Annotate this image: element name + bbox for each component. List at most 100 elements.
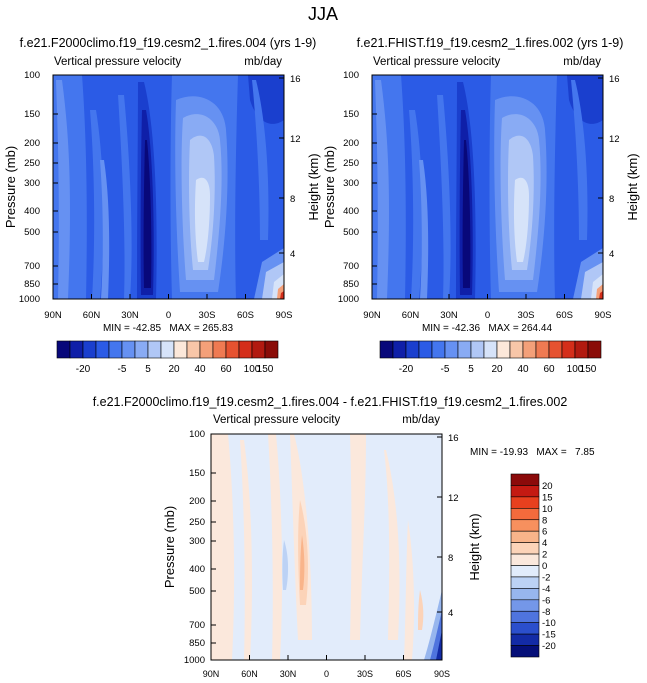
panel-1-subtitle-left: Vertical pressure velocity (54, 56, 181, 68)
panel-1-y-ticks: 100 150 200 250 300 400 500 700 850 1000 (19, 70, 58, 305)
panel-3-subtitle-left: Vertical pressure velocity (213, 414, 340, 426)
panel-1-title: f.e21.F2000climo.f19_f19.cesm2_1.fires.0… (20, 36, 317, 50)
y-tick-label: 150 (343, 109, 359, 120)
colorbar-swatch (510, 610, 540, 623)
colorbar-label: -8 (542, 607, 550, 618)
colorbar-swatch (510, 530, 540, 543)
colorbar-swatch (510, 485, 540, 498)
y-tick-label: 250 (343, 158, 359, 169)
colorbar-swatch (510, 473, 540, 486)
panel-3: f.e21.F2000climo.f19_f19.cesm2_1.fires.0… (93, 395, 595, 679)
colorbar-swatch (212, 340, 227, 359)
y-tick-label: 700 (343, 261, 359, 272)
colorbar-swatch (225, 340, 240, 359)
colorbar-swatch (108, 340, 123, 359)
colorbar-swatch (56, 340, 71, 359)
colorbar-label: 4 (542, 538, 547, 549)
x-tick-label: 30S (357, 669, 373, 679)
y-tick-label: 150 (189, 468, 205, 479)
colorbar-label: 60 (220, 364, 232, 375)
colorbar-swatch (496, 340, 511, 359)
colorbar-label: 40 (517, 364, 529, 375)
colorbar-label: 0 (542, 561, 547, 572)
y-tick-label: 300 (343, 178, 359, 189)
colorbar-label: -15 (542, 630, 556, 641)
figure-title: JJA (308, 4, 338, 24)
colorbar-swatch (510, 508, 540, 521)
colorbar-swatch (535, 340, 550, 359)
y-tick-label: 100 (189, 429, 205, 440)
y2-tick-label: 16 (290, 74, 301, 85)
colorbar-label: -4 (542, 584, 550, 595)
y-tick-label: 400 (343, 206, 359, 217)
colorbar-label: 20 (491, 364, 503, 375)
colorbar-swatch (82, 340, 97, 359)
colorbar-swatch (483, 340, 498, 359)
colorbar-swatch (509, 340, 524, 359)
colorbar-swatch (379, 340, 394, 359)
y-tick-label: 850 (343, 279, 359, 290)
colorbar-label: 40 (194, 364, 206, 375)
colorbar-label: 5 (468, 364, 474, 375)
y-tick-label: 250 (189, 517, 205, 528)
y-tick-label: 1000 (338, 294, 359, 305)
x-tick-label: 90S (595, 310, 612, 321)
colorbar-label: -2 (542, 572, 550, 583)
y-tick-label: 100 (24, 70, 40, 81)
y-tick-label: 850 (24, 279, 40, 290)
y-tick-label: 1000 (184, 655, 205, 666)
colorbar-swatch (574, 340, 589, 359)
y2-tick-label: 8 (290, 194, 295, 205)
colorbar-swatch (510, 622, 540, 635)
y2-tick-label: 12 (609, 134, 620, 145)
colorbar-label: 20 (168, 364, 180, 375)
y2-tick-label: 12 (448, 493, 459, 504)
panel-1-y-axis-label: Pressure (mb) (3, 146, 18, 228)
colorbar-swatch (418, 340, 433, 359)
colorbar-label: 20 (542, 481, 553, 492)
colorbar-swatch (173, 340, 188, 359)
colorbar-swatch (510, 496, 540, 509)
colorbar-label: -5 (118, 364, 127, 375)
panel-2-y2-ticks: 16 12 8 4 (598, 74, 620, 260)
y2-tick-label: 8 (609, 194, 614, 205)
colorbar-swatch (561, 340, 576, 359)
panel-3-title: f.e21.F2000climo.f19_f19.cesm2_1.fires.0… (93, 395, 568, 409)
x-tick-label: 0 (166, 310, 171, 321)
colorbar-swatch (251, 340, 266, 359)
y2-tick-label: 12 (290, 134, 301, 145)
y-tick-label: 150 (24, 109, 40, 120)
x-tick-label: 90N (203, 669, 220, 679)
colorbar-swatch (522, 340, 537, 359)
panel-2-y2-axis-label: Height (km) (625, 153, 640, 220)
colorbar-swatch (69, 340, 84, 359)
x-tick-label: 60S (556, 310, 573, 321)
colorbar-swatch (457, 340, 472, 359)
y2-tick-label: 8 (448, 553, 453, 564)
x-tick-label: 90N (363, 310, 381, 321)
y-tick-label: 250 (24, 158, 40, 169)
colorbar-label: 150 (580, 364, 597, 375)
x-tick-label: 30N (280, 669, 297, 679)
colorbar-swatch (405, 340, 420, 359)
colorbar-swatch (587, 340, 602, 359)
y-tick-label: 200 (24, 138, 40, 149)
x-tick-label: 60S (237, 310, 254, 321)
colorbar-swatch (186, 340, 201, 359)
y-tick-label: 400 (24, 206, 40, 217)
colorbar-label: -20 (542, 641, 556, 652)
colorbar-swatch (510, 519, 540, 532)
x-tick-label: 90S (434, 669, 450, 679)
panel-2-y-axis-label: Pressure (mb) (322, 146, 337, 228)
colorbar-label: -10 (542, 618, 556, 629)
x-tick-label: 90N (44, 310, 62, 321)
colorbar-swatch (199, 340, 214, 359)
panel-1-y2-ticks: 16 12 8 4 (279, 74, 301, 260)
y-tick-label: 850 (189, 638, 205, 649)
panel-1-x-ticks: 90N 60N 30N 0 30S 60S 90S (44, 294, 292, 321)
x-tick-label: 60N (241, 669, 258, 679)
panel-2-title: f.e21.FHIST.f19_f19.cesm2_1.fires.002 (y… (357, 36, 624, 50)
